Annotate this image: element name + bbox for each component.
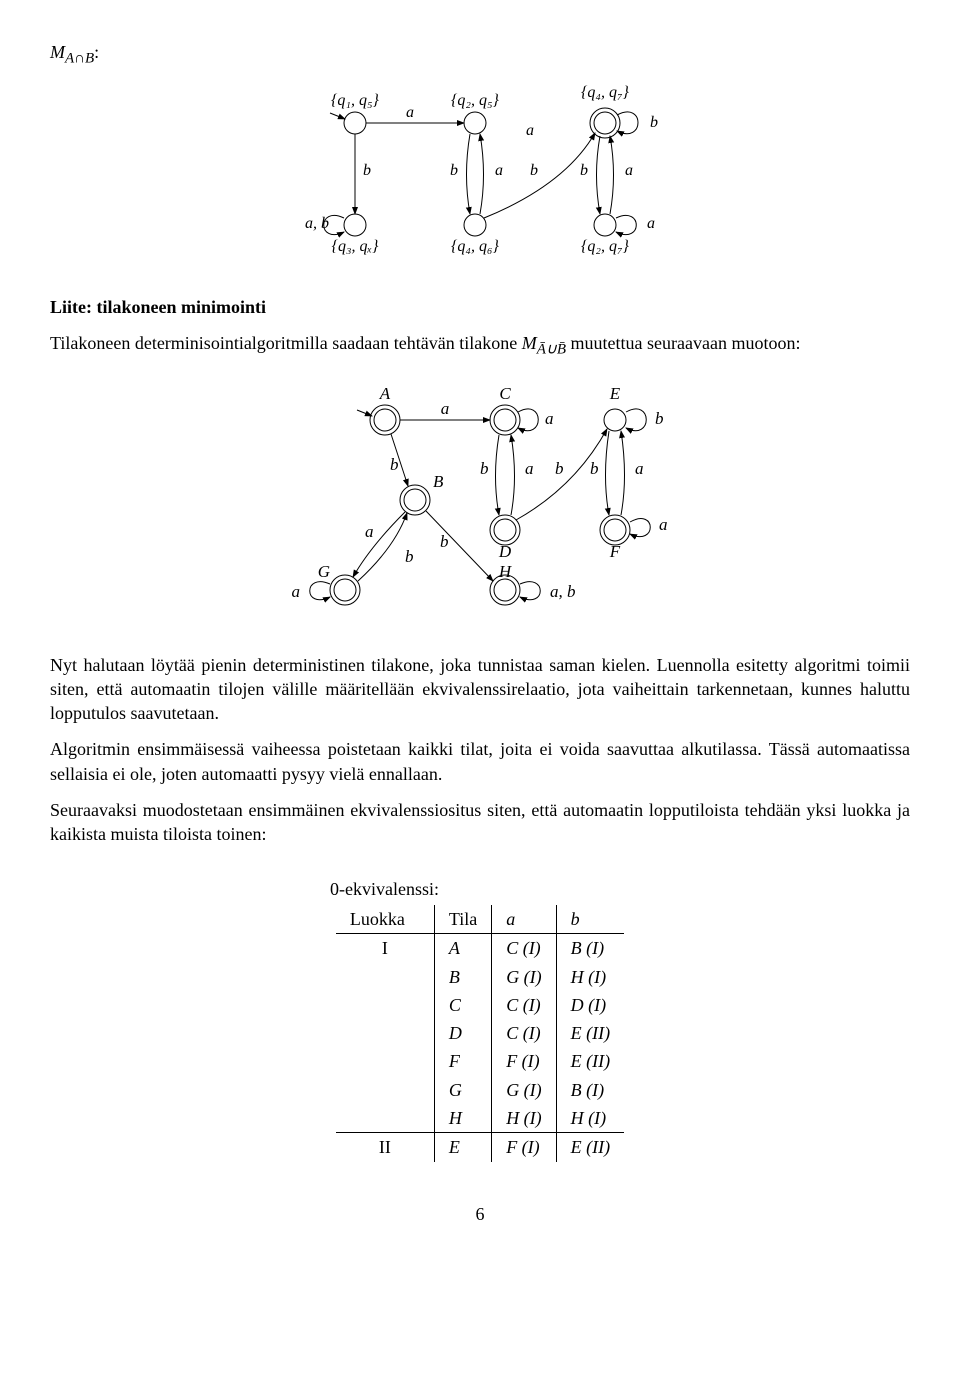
diagram-title-1: MA∩B: xyxy=(50,40,910,69)
para1-sub: Ā∪B̄ xyxy=(537,342,566,358)
table-header-row: Luokka Tila a b xyxy=(336,905,624,934)
state-q47: {q₄, q₇} xyxy=(581,84,630,138)
svg-text:b: b xyxy=(450,162,458,179)
svg-text:C: C xyxy=(499,384,511,403)
table-row: B G (I) H (I) xyxy=(336,963,624,991)
automaton-diagram-2: A C E B D F G H a a xyxy=(50,372,910,638)
paragraph-4: Seuraavaksi muodostetaan ensimmäinen ekv… xyxy=(50,798,910,847)
svg-text:D: D xyxy=(498,542,512,561)
svg-text:B: B xyxy=(433,472,444,491)
svg-text:{q₄, q₇}: {q₄, q₇} xyxy=(581,84,630,101)
svg-text:a: a xyxy=(406,104,414,121)
para1-text-a: Tilakoneen determinisointialgoritmilla s… xyxy=(50,333,522,353)
equivalence-table: Luokka Tila a b I A C (I) B (I) B G (I) … xyxy=(336,905,624,1162)
state-E: E xyxy=(604,384,626,431)
header-luokka: Luokka xyxy=(336,905,435,934)
table-row: G G (I) B (I) xyxy=(336,1076,624,1104)
svg-text:a: a xyxy=(441,399,450,418)
svg-text:b: b xyxy=(530,162,538,179)
state-q25: {q₂, q₅} xyxy=(451,92,500,134)
svg-text:a, b: a, b xyxy=(305,215,329,232)
table-row: D C (I) E (II) xyxy=(336,1019,624,1047)
svg-text:b: b xyxy=(480,459,489,478)
svg-text:b: b xyxy=(650,114,658,131)
state-q15: {q₁, q₅} xyxy=(330,92,380,134)
svg-text:A: A xyxy=(379,384,391,403)
header-b: b xyxy=(556,905,624,934)
svg-text:{q₁, q₅}: {q₁, q₅} xyxy=(331,92,380,109)
svg-text:b: b xyxy=(390,455,399,474)
paragraph-3: Algoritmin ensimmäisessä vaiheessa poist… xyxy=(50,737,910,786)
svg-text:{q₃, qₓ}: {q₃, qₓ} xyxy=(332,238,380,255)
m-subscript: A∩B xyxy=(65,51,94,67)
svg-text:b: b xyxy=(363,162,371,179)
svg-text:{q₂, q₇}: {q₂, q₇} xyxy=(581,238,630,255)
svg-text:a: a xyxy=(545,409,554,428)
state-H: H xyxy=(490,562,520,605)
appendix-heading: Liite: tilakoneen minimointi xyxy=(50,295,910,319)
table-row: H H (I) H (I) xyxy=(336,1104,624,1133)
svg-text:H: H xyxy=(498,562,513,581)
svg-text:a, b: a, b xyxy=(550,582,576,601)
svg-text:{q₂, q₅}: {q₂, q₅} xyxy=(451,92,500,109)
svg-text:a: a xyxy=(635,459,644,478)
svg-text:b: b xyxy=(555,459,564,478)
svg-text:a: a xyxy=(526,122,534,139)
state-F: F xyxy=(600,515,630,561)
para1-m: M xyxy=(522,333,537,353)
state-A: A xyxy=(357,384,400,435)
state-q46: {q₄, q₆} xyxy=(451,214,500,255)
svg-text:{q₄, q₆}: {q₄, q₆} xyxy=(451,238,500,255)
header-a: a xyxy=(492,905,556,934)
state-B: B xyxy=(400,472,444,515)
header-tila: Tila xyxy=(434,905,491,934)
page-number: 6 xyxy=(50,1202,910,1226)
svg-text:a: a xyxy=(659,515,668,534)
table-row: II E F (I) E (II) xyxy=(336,1133,624,1162)
state-C: C xyxy=(490,384,520,435)
table-row: C C (I) D (I) xyxy=(336,991,624,1019)
m-symbol: M xyxy=(50,42,65,62)
svg-text:F: F xyxy=(609,542,621,561)
paragraph-1: Tilakoneen determinisointialgoritmilla s… xyxy=(50,331,910,360)
svg-text:a: a xyxy=(292,582,301,601)
svg-text:a: a xyxy=(365,522,374,541)
svg-text:a: a xyxy=(525,459,534,478)
svg-text:E: E xyxy=(609,384,621,403)
svg-text:b: b xyxy=(405,547,414,566)
svg-text:b: b xyxy=(590,459,599,478)
table-row: F F (I) E (II) xyxy=(336,1047,624,1075)
svg-text:b: b xyxy=(655,409,664,428)
state-D: D xyxy=(490,515,520,561)
automaton-diagram-1: {q₁, q₅} {q₂, q₅} {q₄, q₇} {q₃, qₓ} {q₄,… xyxy=(50,75,910,281)
equiv-table-title: 0-ekvivalenssi: xyxy=(330,877,910,901)
state-G: G xyxy=(318,562,360,605)
svg-text:G: G xyxy=(318,562,330,581)
svg-text:b: b xyxy=(580,162,588,179)
svg-text:a: a xyxy=(647,215,655,232)
svg-text:a: a xyxy=(625,162,633,179)
svg-text:a: a xyxy=(495,162,503,179)
paragraph-2: Nyt halutaan löytää pienin deterministin… xyxy=(50,653,910,726)
colon: : xyxy=(94,42,99,62)
table-row: I A C (I) B (I) xyxy=(336,934,624,963)
svg-text:b: b xyxy=(440,532,449,551)
para1-text-b: muutettua seuraavaan muotoon: xyxy=(566,333,800,353)
